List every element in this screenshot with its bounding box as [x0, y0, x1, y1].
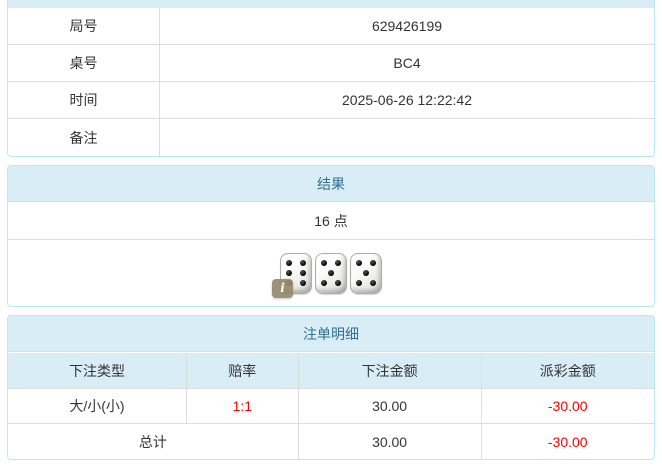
die-pip-cell — [300, 259, 307, 269]
result-panel-title: 结果 — [8, 166, 654, 202]
round-id-value: 629426199 — [371, 18, 443, 34]
table-row: 备注 — [8, 119, 654, 156]
die-pip-cell — [370, 268, 377, 278]
die-pip-cell — [300, 268, 307, 278]
table-row: 局号 629426199 — [8, 8, 654, 45]
total-payout: -30.00 — [547, 433, 588, 450]
die-pip-cell — [292, 278, 299, 288]
die-pip-cell — [285, 259, 292, 269]
die-pip-cell — [285, 268, 292, 278]
bet-table-total-row: 总计 30.00 -30.00 — [8, 424, 654, 459]
odds-value: 1:1 — [187, 389, 299, 423]
col-bet-type: 下注类型 — [8, 353, 187, 388]
bet-type-value: 大/小(小) — [8, 389, 187, 423]
info-icon[interactable]: i — [272, 278, 293, 298]
die-pip-cell — [320, 259, 327, 269]
die-pip-cell — [335, 268, 342, 278]
die-pip-cell — [355, 259, 362, 269]
die-pip-cell — [320, 278, 327, 288]
round-id-label: 局号 — [8, 8, 160, 44]
die-2 — [315, 252, 347, 294]
payout-value: -30.00 — [547, 398, 588, 414]
table-id-value: BC4 — [393, 55, 421, 71]
col-odds: 赔率 — [187, 353, 299, 388]
die-wrap — [315, 252, 347, 294]
col-payout: 派彩金额 — [539, 362, 596, 379]
game-info-panel-heading — [8, 0, 654, 8]
bet-amount-value: 30.00 — [299, 389, 482, 423]
die-pip-cell — [362, 259, 369, 269]
result-panel: 结果 16 点 i — [7, 165, 655, 307]
table-id-label: 桌号 — [8, 45, 160, 81]
die-pip-cell — [335, 259, 342, 269]
die-wrap: i — [272, 252, 312, 298]
die-pip-cell — [355, 278, 362, 288]
die-pip-cell — [355, 268, 362, 278]
die-pip-cell — [292, 259, 299, 269]
bet-table-row: 大/小(小) 1:1 30.00 -30.00 — [8, 389, 654, 424]
die-pip-cell — [327, 278, 334, 288]
die-pip-cell — [370, 259, 377, 269]
result-points: 16 点 — [8, 202, 654, 240]
bet-table-header: 下注类型 赔率 下注金额 派彩金额 — [8, 352, 654, 389]
dice-row: i — [8, 240, 654, 306]
col-bet-amount: 下注金额 — [299, 353, 482, 388]
die-pip-cell — [327, 259, 334, 269]
die-wrap — [350, 252, 382, 294]
die-pip-cell — [335, 278, 342, 288]
time-value: 2025-06-26 12:22:42 — [342, 92, 472, 108]
bet-details-title: 注单明细 — [8, 316, 654, 352]
bet-details-panel: 注单明细 下注类型 赔率 下注金额 派彩金额 大/小(小) 1:1 30.00 … — [7, 315, 655, 460]
table-row: 时间 2025-06-26 12:22:42 — [8, 82, 654, 119]
total-bet-amount: 30.00 — [299, 424, 482, 459]
table-row: 桌号 BC4 — [8, 45, 654, 82]
total-label: 总计 — [8, 424, 299, 459]
die-3 — [350, 252, 382, 294]
die-pip-cell — [300, 278, 307, 288]
die-pip-cell — [327, 268, 334, 278]
die-pip-cell — [362, 268, 369, 278]
time-label: 时间 — [8, 82, 160, 118]
remark-label: 备注 — [8, 119, 160, 156]
die-pip-cell — [370, 278, 377, 288]
die-pip-cell — [320, 268, 327, 278]
die-pip-cell — [292, 268, 299, 278]
game-info-panel: 局号 629426199 桌号 BC4 时间 2025-06-26 12:22:… — [7, 0, 655, 157]
die-pip-cell — [362, 278, 369, 288]
remark-value — [160, 119, 654, 156]
